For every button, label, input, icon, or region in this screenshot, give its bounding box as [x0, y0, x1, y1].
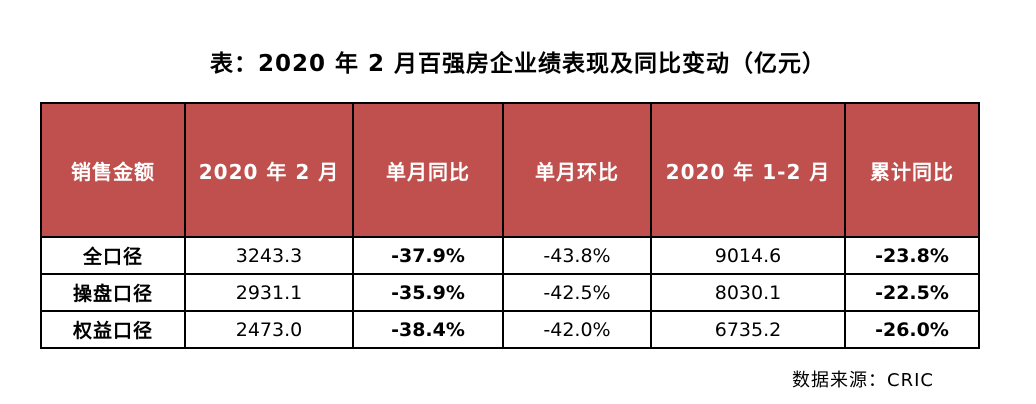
table-cell: 2473.0 — [184, 310, 354, 349]
table-cell: -35.9% — [352, 273, 504, 312]
table-title: 表：2020 年 2 月百强房企业绩表现及同比变动（亿元） — [209, 51, 827, 77]
table-cell: -26.0% — [844, 310, 980, 349]
column-header: 2020 年 2 月 — [184, 102, 354, 238]
table-row: 权益口径 2473.0 -38.4% -42.0% 6735.2 -26.0% — [40, 310, 980, 349]
column-header: 单月同比 — [352, 102, 504, 238]
column-header: 累计同比 — [844, 102, 980, 238]
row-label: 操盘口径 — [40, 273, 186, 312]
table-cell: 3243.3 — [184, 236, 354, 275]
table-cell: -42.5% — [502, 273, 652, 312]
data-source-note: 数据来源：CRIC — [792, 370, 934, 391]
column-header: 单月环比 — [502, 102, 652, 238]
performance-table: 销售金额 2020 年 2 月 单月同比 单月环比 2020 年 1-2 月 累… — [40, 102, 980, 349]
table-header-row: 销售金额 2020 年 2 月 单月同比 单月环比 2020 年 1-2 月 累… — [40, 102, 980, 238]
table-cell: -43.8% — [502, 236, 652, 275]
table-cell: 2931.1 — [184, 273, 354, 312]
table-cell: -42.0% — [502, 310, 652, 349]
table-cell: -38.4% — [352, 310, 504, 349]
table-cell: -23.8% — [844, 236, 980, 275]
table-cell: 9014.6 — [650, 236, 846, 275]
table-cell: 6735.2 — [650, 310, 846, 349]
table-cell: -22.5% — [844, 273, 980, 312]
table-row: 操盘口径 2931.1 -35.9% -42.5% 8030.1 -22.5% — [40, 273, 980, 312]
table-cell: -37.9% — [352, 236, 504, 275]
column-header: 销售金额 — [40, 102, 186, 238]
row-label: 权益口径 — [40, 310, 186, 349]
table-row: 全口径 3243.3 -37.9% -43.8% 9014.6 -23.8% — [40, 236, 980, 275]
row-label: 全口径 — [40, 236, 186, 275]
column-header: 2020 年 1-2 月 — [650, 102, 846, 238]
table-cell: 8030.1 — [650, 273, 846, 312]
